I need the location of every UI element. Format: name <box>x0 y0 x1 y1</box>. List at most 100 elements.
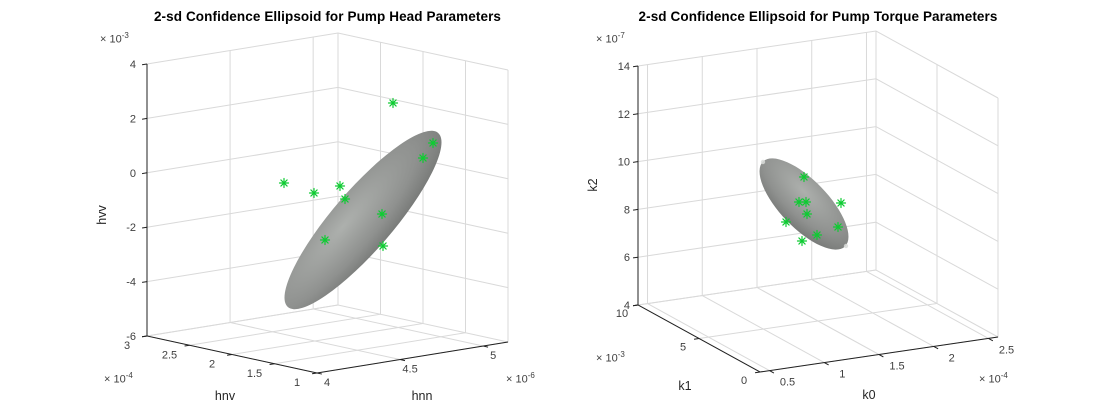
grid-line <box>229 50 401 361</box>
grid-line <box>865 32 989 339</box>
data-point-marker <box>376 208 388 220</box>
z-axis-exponent: × 10-7 <box>596 31 625 46</box>
head-plot-title: 2-sd Confidence Ellipsoid for Pump Head … <box>153 9 502 24</box>
grid-line <box>146 86 509 125</box>
x-tick-label: 2.5 <box>999 344 1014 356</box>
grid-line <box>701 56 825 363</box>
exponent-base: × 10 <box>979 373 1001 386</box>
y-tick-label: 3 <box>124 340 130 352</box>
grid-line <box>312 37 484 347</box>
tick-mark <box>141 335 148 338</box>
tick-mark <box>878 354 884 358</box>
grid-line <box>146 141 509 180</box>
tick-mark <box>988 337 994 342</box>
data-point-marker <box>780 216 792 228</box>
grid-line <box>146 33 339 337</box>
z-axis-label: hvv <box>95 205 109 225</box>
z-tick-label: 14 <box>618 61 630 73</box>
data-point-marker <box>800 196 812 208</box>
x-tick-label: 1.5 <box>889 361 904 373</box>
grid-line <box>759 98 999 373</box>
exponent-power: -3 <box>121 31 129 40</box>
exponent-base: × 10 <box>506 373 528 386</box>
grid-line <box>146 304 509 343</box>
z-tick-label: -4 <box>126 277 136 289</box>
y-axis-label: hnv <box>215 389 236 403</box>
data-point-marker <box>793 196 805 208</box>
y-tick-label: 2 <box>209 359 215 371</box>
grid-line <box>637 78 999 147</box>
confidence-ellipsoid <box>284 130 442 310</box>
pump-torque-plot: 14 12 10 8 6 4 10 5 0 0.5 1 1.5 2 2.5 k0 k1 k2 2-sd Conf… <box>560 0 1120 420</box>
data-point-marker <box>832 221 844 233</box>
y-tick-label: 2.5 <box>162 349 177 361</box>
y-tick-label: 5 <box>680 342 686 354</box>
specular-highlight <box>843 243 849 249</box>
exponent-base: × 10 <box>100 33 122 46</box>
tick-mark <box>311 372 318 375</box>
y-tick-label: 1 <box>294 377 300 389</box>
tick-mark <box>141 226 148 229</box>
grid-line <box>274 60 466 365</box>
z-axis-exponent: × 10-3 <box>100 31 129 46</box>
tick-mark <box>483 345 489 348</box>
tick-mark <box>632 208 639 211</box>
exponent-power: -7 <box>617 31 625 40</box>
z-tick-label: 8 <box>624 204 630 216</box>
data-point-marker <box>377 240 389 252</box>
z-tick-label: 0 <box>130 168 136 180</box>
y-axis-exponent: × 10-4 <box>104 371 133 386</box>
z-tick-label: 2 <box>130 113 136 125</box>
exponent-power: -3 <box>617 350 625 359</box>
x-tick-label: 1 <box>839 369 845 381</box>
data-point-marker <box>835 197 847 209</box>
data-point-marker <box>387 97 399 109</box>
x-tick-label: 4.5 <box>402 364 417 376</box>
x-axis-exponent: × 10-6 <box>506 371 535 386</box>
x-tick-label: 2 <box>949 352 955 364</box>
y-axis-exponent: × 10-3 <box>596 350 625 365</box>
z-axis-label: k2 <box>586 178 600 191</box>
data-point-marker <box>417 152 429 164</box>
tick-mark <box>933 346 939 350</box>
tick-mark <box>141 117 148 120</box>
data-point-marker <box>339 193 351 205</box>
tick-mark <box>632 113 639 116</box>
z-tick-label: -6 <box>126 331 136 343</box>
grid-line <box>637 269 999 338</box>
pump-head-plot: 4 2 0 -2 -4 -6 3 2.5 2 1.5 1 4 4.5 5 hnn hnv hvv 2-sd Co… <box>95 9 535 403</box>
grid-line <box>698 64 938 339</box>
z-tick-label: -2 <box>126 222 136 234</box>
grid-line <box>811 40 934 347</box>
exponent-power: -4 <box>125 371 133 380</box>
tick-mark <box>141 63 148 66</box>
tick-mark <box>141 281 148 283</box>
z-tick-label: 6 <box>624 252 630 264</box>
tick-mark <box>632 161 639 163</box>
grid-line <box>189 42 381 346</box>
exponent-base: × 10 <box>104 373 126 386</box>
tick-mark <box>693 338 700 340</box>
tick-mark <box>824 362 829 366</box>
data-point-marker <box>811 229 823 241</box>
grid-line <box>637 30 999 99</box>
data-point-marker <box>801 208 813 220</box>
x-axis-label: k0 <box>862 388 875 402</box>
exponent-power: -4 <box>1000 371 1008 380</box>
y-tick-label: 10 <box>616 308 628 320</box>
y-tick-label: 1.5 <box>247 368 262 380</box>
x-axis-exponent: × 10-4 <box>979 371 1008 386</box>
data-point-marker <box>278 177 290 189</box>
tick-mark <box>632 65 639 68</box>
grid-line <box>647 64 770 372</box>
exponent-base: × 10 <box>596 33 618 46</box>
grid-line <box>756 48 880 355</box>
x-tick-label: 4 <box>324 377 330 389</box>
exponent-base: × 10 <box>596 352 618 365</box>
data-point-marker <box>334 180 346 192</box>
tick-mark <box>141 172 148 175</box>
tick-mark <box>399 359 406 362</box>
x-tick-label: 5 <box>490 350 496 362</box>
x-axis-label: hnn <box>412 389 433 403</box>
